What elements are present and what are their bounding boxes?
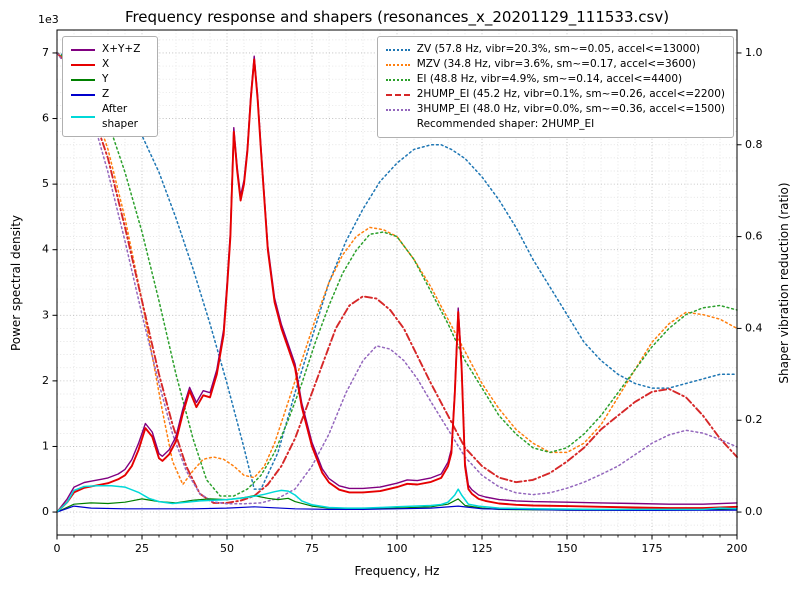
legend-label: Z — [102, 88, 110, 101]
y-left-tick-label: 2 — [42, 374, 49, 387]
series-after_shaper — [56, 485, 738, 513]
x-tick-label: 175 — [642, 542, 663, 555]
y-axis-offset-text: 1e3 — [38, 13, 59, 26]
legend-row: Z — [71, 87, 149, 102]
legend-line-sample — [385, 63, 410, 66]
legend-line-sample — [71, 78, 95, 81]
y-axis-label-right: Shaper vibration reduction (ratio) — [777, 182, 791, 384]
series-x — [56, 58, 738, 513]
series-2HUMP_EI — [56, 52, 738, 504]
series-EI — [56, 52, 738, 497]
y-axis-label-left: Power spectral density — [9, 214, 23, 352]
legend-label: Y — [102, 73, 109, 86]
y-left-tick-label: 4 — [42, 243, 49, 256]
legend-row: MZV (34.8 Hz, vibr=3.6%, sm~=0.17, accel… — [385, 57, 725, 72]
y-left-tick-label: 7 — [42, 46, 49, 59]
y-left-tick-label: 5 — [42, 177, 49, 190]
x-tick-label: 75 — [305, 542, 319, 555]
legend-row: 2HUMP_EI (45.2 Hz, vibr=0.1%, sm~=0.26, … — [385, 87, 725, 102]
x-axis-label: Frequency, Hz — [354, 564, 440, 578]
legend-row: Y — [71, 72, 149, 87]
legend-row: X+Y+Z — [71, 42, 149, 57]
x-tick-label: 125 — [472, 542, 493, 555]
y-right-tick-label: 0.2 — [745, 413, 763, 426]
legend-line-sample — [385, 93, 410, 96]
legend-label: X+Y+Z — [102, 43, 141, 56]
y-right-tick-label: 0.8 — [745, 138, 763, 151]
y-left-tick-label: 6 — [42, 112, 49, 125]
legend-label: MZV (34.8 Hz, vibr=3.6%, sm~=0.17, accel… — [416, 58, 696, 71]
recommended-shaper-note: Recommended shaper: 2HUMP_EI — [416, 118, 595, 131]
chart-title: Frequency response and shapers (resonanc… — [124, 8, 670, 26]
legend-line-sample — [71, 48, 95, 51]
x-tick-label: 0 — [54, 542, 61, 555]
y-right-tick-label: 0.4 — [745, 321, 763, 334]
series-z — [56, 505, 738, 513]
legend-label: EI (48.8 Hz, vibr=4.9%, sm~=0.14, accel<… — [416, 73, 683, 86]
legend-line-sample — [71, 63, 95, 66]
series-y — [56, 495, 738, 513]
legend-line-sample — [385, 78, 410, 81]
legend-psd: X+Y+Z X Y Z After shaper — [62, 36, 158, 138]
y-right-tick-label: 0.6 — [745, 230, 763, 243]
legend-label: X — [102, 58, 110, 71]
x-tick-label: 25 — [135, 542, 149, 555]
x-tick-label: 200 — [727, 542, 748, 555]
y-left-tick-label: 1 — [42, 439, 49, 452]
legend-label: 3HUMP_EI (48.0 Hz, vibr=0.0%, sm~=0.36, … — [416, 103, 725, 116]
series-ZV — [56, 52, 738, 490]
y-right-tick-label: 1.0 — [745, 46, 763, 59]
legend-label: After shaper — [102, 103, 139, 130]
x-tick-label: 100 — [387, 542, 408, 555]
legend-row: X — [71, 57, 149, 72]
legend-row: 3HUMP_EI (48.0 Hz, vibr=0.0%, sm~=0.36, … — [385, 102, 725, 117]
legend-row: ZV (57.8 Hz, vibr=20.3%, sm~=0.05, accel… — [385, 42, 725, 57]
x-tick-label: 150 — [557, 542, 578, 555]
x-tick-label: 50 — [220, 542, 234, 555]
legend-row: Recommended shaper: 2HUMP_EI — [386, 117, 725, 132]
legend-line-sample — [71, 115, 95, 118]
legend-line-sample — [385, 108, 410, 111]
legend-line-sample — [71, 93, 95, 96]
y-right-tick-label: 0.0 — [745, 505, 763, 518]
legend-label: ZV (57.8 Hz, vibr=20.3%, sm~=0.05, accel… — [416, 43, 701, 56]
y-left-tick-label: 3 — [42, 308, 49, 321]
series-3HUMP_EI — [56, 52, 738, 505]
legend-line-sample — [385, 48, 410, 51]
legend-label: 2HUMP_EI (45.2 Hz, vibr=0.1%, sm~=0.26, … — [416, 88, 725, 101]
legend-row: EI (48.8 Hz, vibr=4.9%, sm~=0.14, accel<… — [385, 72, 725, 87]
legend-shapers: ZV (57.8 Hz, vibr=20.3%, sm~=0.05, accel… — [376, 36, 734, 138]
y-left-tick-label: 0 — [42, 505, 49, 518]
legend-row: After shaper — [71, 102, 149, 131]
